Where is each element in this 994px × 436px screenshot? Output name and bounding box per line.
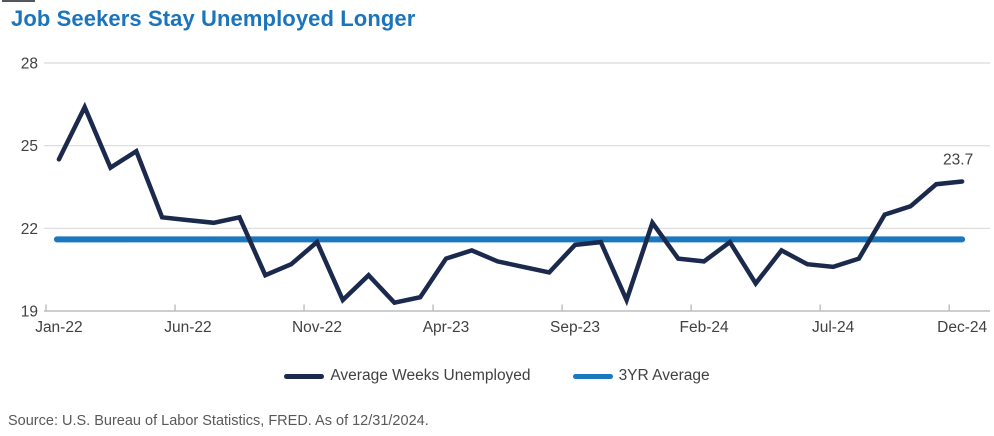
x-tick-label: Nov-22 — [292, 319, 342, 336]
x-tick-label: Dec-24 — [937, 319, 987, 336]
top-left-rule — [2, 0, 35, 2]
x-tick-label: Feb-24 — [679, 319, 728, 336]
y-tick-label: 19 — [21, 304, 38, 321]
legend-item-average-weeks: Average Weeks Unemployed — [284, 367, 531, 385]
x-tick-label: Apr-23 — [423, 319, 470, 336]
x-tick-label: Jun-22 — [164, 319, 211, 336]
x-tick-label: Sep-23 — [550, 319, 600, 336]
legend-label-3yr-average: 3YR Average — [618, 367, 710, 384]
x-tick-label: Jan-22 — [35, 319, 82, 336]
y-tick-label: 25 — [21, 138, 38, 155]
y-tick-label: 22 — [21, 221, 38, 238]
legend-swatch-average-weeks — [284, 373, 325, 379]
legend-item-3yr-average: 3YR Average — [572, 367, 710, 385]
chart-legend: Average Weeks Unemployed 3YR Average — [0, 366, 994, 386]
y-tick-label: 28 — [21, 56, 38, 73]
end-value-label: 23.7 — [943, 151, 973, 168]
source-note: Source: U.S. Bureau of Labor Statistics,… — [8, 413, 429, 429]
legend-swatch-3yr-average — [572, 373, 613, 379]
chart-title: Job Seekers Stay Unemployed Longer — [11, 6, 416, 31]
series-line — [56, 101, 965, 307]
legend-label-average-weeks: Average Weeks Unemployed — [330, 367, 531, 384]
x-tick-label: Jul-24 — [812, 319, 855, 336]
